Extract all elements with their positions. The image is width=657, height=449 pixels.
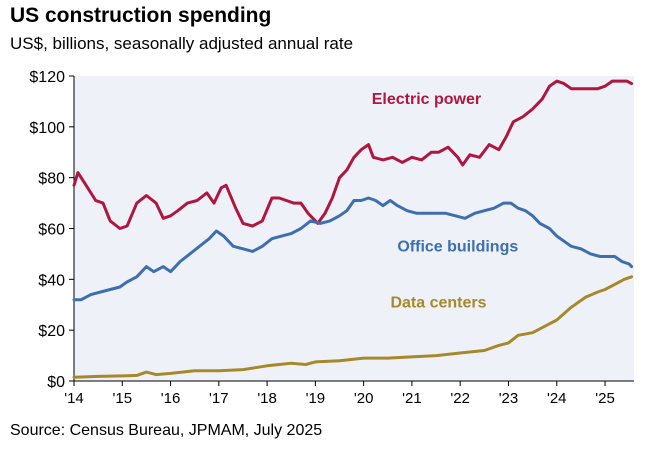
x-tick-label: '22 [450, 390, 470, 407]
electric-power-series-line [72, 79, 634, 230]
y-tick-label: $40 [38, 272, 65, 289]
data-centers-series-label: Data centers [390, 294, 486, 311]
x-tick-label: '17 [209, 390, 229, 407]
chart-subtitle: US$, billions, seasonally adjusted annua… [10, 34, 354, 53]
x-tick-label: '23 [499, 390, 519, 407]
y-tick-label: $20 [38, 323, 65, 340]
x-tick-label: '25 [595, 390, 615, 407]
x-tick-label: '15 [112, 390, 132, 407]
plot-area [74, 76, 634, 381]
office-buildings-series-label: Office buildings [397, 238, 518, 255]
y-tick-label: $120 [29, 69, 65, 86]
chart-title: US construction spending [10, 4, 272, 27]
x-tick-label: '19 [306, 390, 326, 407]
y-tick-label: $0 [47, 374, 65, 391]
y-tick-label: $60 [38, 222, 65, 239]
office-buildings-series-line [72, 196, 634, 302]
x-tick-label: '14 [64, 390, 84, 407]
x-tick-label: '18 [257, 390, 277, 407]
source-note: Source: Census Bureau, JPMAM, July 2025 [10, 422, 323, 439]
electric-power-series-label: Electric power [372, 91, 481, 108]
y-tick-label: $100 [29, 120, 65, 137]
x-tick-label: '21 [402, 390, 422, 407]
data-centers-series-line [72, 275, 634, 379]
x-tick-label: '24 [547, 390, 567, 407]
y-tick-label: $80 [38, 171, 65, 188]
x-tick-label: '16 [161, 390, 181, 407]
x-tick-label: '20 [354, 390, 374, 407]
